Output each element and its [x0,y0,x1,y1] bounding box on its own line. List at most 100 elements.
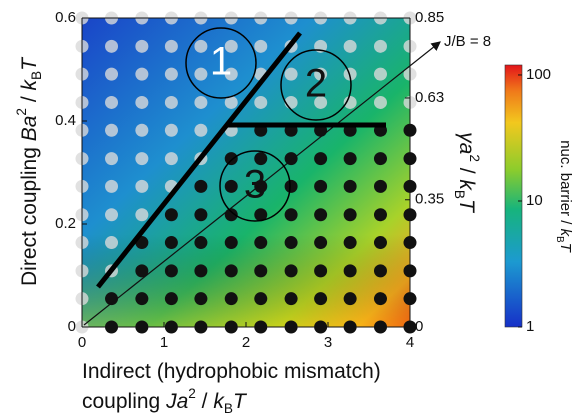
x-axis-title: coupling Ja2 / kBT [82,386,248,416]
dot [135,264,149,278]
x-tick-label: 3 [324,334,332,351]
dot [164,152,178,166]
dot [164,264,178,278]
label-part: T [18,56,41,71]
dot [343,95,357,109]
ratio-line [83,41,441,326]
dot [164,39,178,53]
dot [314,208,328,222]
dot [343,292,357,306]
label-part: T [455,199,478,214]
region-circle [185,27,257,99]
label-part: 2 [467,154,482,162]
region-circle [280,49,352,121]
dot [343,67,357,81]
dot [254,264,268,278]
dot [373,39,387,53]
region-label: 2 [305,62,327,106]
x-tick-label: 4 [406,334,414,351]
y-tick-label: 0.2 [55,215,76,232]
dot [224,95,238,109]
dot [164,236,178,250]
label-part: k [557,229,574,238]
label-part: T [233,390,248,413]
dot [105,292,119,306]
dot [373,179,387,193]
dot [314,236,328,250]
dot [105,179,119,193]
dot [284,95,298,109]
label-part: nuc. barrier / [557,140,574,228]
dot [254,95,268,109]
region-label: 1 [210,40,232,84]
dot [343,152,357,166]
dot [284,208,298,222]
y2-tick-label: 0.35 [415,191,444,208]
dot [135,67,149,81]
dot [105,208,119,222]
dot [135,179,149,193]
colorbar-tick-label: 100 [526,66,551,83]
label-part: Indirect (hydrophobic mismatch) [82,360,381,383]
dot [135,208,149,222]
dot [343,208,357,222]
ratio-label: J/B = 8 [444,33,491,50]
dot [373,236,387,250]
dot [194,236,208,250]
label-part: B [29,71,44,80]
phase-boundary [96,31,302,289]
dot [254,179,268,193]
colorbar-tick-label: 1 [526,318,534,335]
dot [194,292,208,306]
dot [254,236,268,250]
dot [314,67,328,81]
dot [194,179,208,193]
dot [105,67,119,81]
dot [224,179,238,193]
label-part: Ja [165,390,188,413]
dot [135,123,149,137]
label-part: Ba [18,116,41,142]
label-part: k [18,78,41,90]
dot [194,39,208,53]
dot [284,179,298,193]
label-part: T [557,243,574,254]
dot [164,95,178,109]
label-part: 2 [14,108,29,116]
dot [224,236,238,250]
dot [373,292,387,306]
dot [254,39,268,53]
dot [164,67,178,81]
x-tick-label: 2 [242,334,250,351]
dot [284,236,298,250]
label-part: k [455,179,478,191]
dot [164,208,178,222]
y2-tick-label: 0 [415,318,423,335]
dot [314,292,328,306]
x-axis-title: Indirect (hydrophobic mismatch) [82,360,381,383]
dot [224,292,238,306]
dot [164,292,178,306]
dot [314,152,328,166]
dot [373,208,387,222]
dot [284,152,298,166]
dot [373,264,387,278]
dot [224,208,238,222]
label-part: B [452,190,467,199]
label-part: k [213,390,225,413]
label-part: Direct coupling [18,141,41,286]
y2-tick-label: 0.63 [415,89,444,106]
dot [105,236,119,250]
dot [194,123,208,137]
y-axis-title: Direct coupling Ba2 / kBT [14,56,44,286]
dot [135,95,149,109]
dot [373,67,387,81]
dot [135,39,149,53]
dot [284,292,298,306]
dot [194,264,208,278]
dot [194,95,208,109]
dot [254,152,268,166]
x-tick-label: 1 [160,334,168,351]
label-part: coupling [82,390,166,413]
